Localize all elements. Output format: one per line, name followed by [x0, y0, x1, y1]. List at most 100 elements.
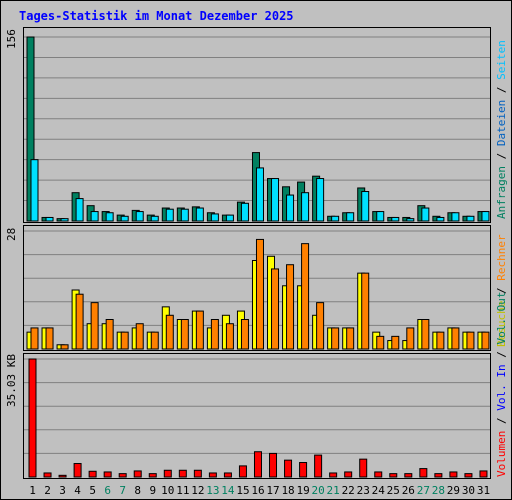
x-tick-label: 17 [266, 484, 279, 497]
0-dateien-bar [391, 216, 400, 222]
1-rechner-bar [481, 331, 490, 350]
x-tick-label: 28 [432, 484, 445, 497]
x-tick-label: 10 [161, 484, 174, 497]
2-volumen-bar [193, 469, 202, 478]
1-rechner-bar [165, 314, 174, 350]
1-rechner-bar [331, 327, 340, 350]
0-dateien-bar [286, 194, 295, 222]
x-tick-label: 8 [134, 484, 141, 497]
1-rechner-bar [376, 335, 385, 350]
0-dateien-bar [406, 218, 415, 222]
0-dateien-bar [45, 216, 54, 222]
x-tick-label: 31 [477, 484, 490, 497]
1-rechner-bar [120, 331, 129, 350]
2-volumen-bar [434, 473, 443, 478]
x-tick-label: 15 [236, 484, 249, 497]
2-volumen-bar [43, 472, 52, 478]
0-dateien-bar [135, 211, 144, 222]
0-dateien-bar [316, 178, 325, 222]
0-dateien-bar [451, 212, 460, 222]
0-dateien-bar [255, 167, 264, 222]
1-rechner-bar [421, 319, 430, 350]
x-tick-label: 24 [372, 484, 386, 497]
1-rechner-bar [255, 238, 264, 350]
1-rechner-bar [271, 268, 280, 350]
0-dateien-bar [120, 215, 129, 222]
2-volumen-bar [284, 459, 293, 478]
1-rechner-bar [150, 331, 159, 350]
x-tick-label: 9 [149, 484, 156, 497]
x-tick-label: 12 [191, 484, 204, 497]
x-tick-label: 7 [119, 484, 126, 497]
x-tick-label: 19 [296, 484, 309, 497]
2-volumen-bar [163, 469, 172, 478]
1-rechner-bar [195, 310, 204, 350]
0-dateien-bar [271, 178, 280, 222]
0-dateien-bar [225, 214, 234, 222]
2-volumen-bar [238, 465, 247, 478]
0-dateien-bar [60, 218, 69, 222]
2-volumen-bar [103, 471, 112, 478]
1-rechner-bar [240, 319, 249, 350]
x-tick-label: 1 [29, 484, 36, 497]
x-tick-label: 29 [447, 484, 460, 497]
2-volumen-bar [389, 473, 398, 478]
1-rechner-bar [406, 327, 415, 350]
x-tick-label: 26 [402, 484, 415, 497]
0-dateien-bar [361, 191, 370, 222]
0-dateien-bar [195, 207, 204, 222]
1-rechner-bar [210, 319, 219, 350]
2-volumen-bar [449, 471, 458, 478]
2-volumen-bar [344, 471, 353, 478]
x-tick-label: 23 [357, 484, 370, 497]
1-rechner-bar [301, 243, 310, 350]
0-dateien-bar [421, 207, 430, 222]
x-tick-label: 14 [221, 484, 235, 497]
1-rechner-bar [225, 323, 234, 350]
2-volumen-bar [73, 463, 82, 478]
2-volumen-bar [223, 472, 232, 478]
2-volumen-bar [464, 473, 473, 478]
1-rechner-bar [451, 327, 460, 350]
0-dateien-bar [466, 215, 475, 222]
x-tick-label: 16 [251, 484, 264, 497]
1-rechner-bar [90, 302, 99, 350]
0-dateien-bar [180, 208, 189, 222]
2-volumen-bar [58, 474, 67, 478]
0-dateien-bar [301, 192, 310, 222]
1-rechner-bar [75, 293, 84, 350]
x-tick-label: 11 [176, 484, 189, 497]
1-rechner-bar [286, 264, 295, 350]
chart-title: Tages-Statistik im Monat Dezember 2025 [19, 9, 294, 23]
0-dateien-bar [30, 159, 39, 222]
2-volumen-bar [133, 470, 142, 478]
1-rechner-bar [346, 327, 355, 350]
1-rechner-bar [180, 319, 189, 350]
2-volumen-bar [404, 473, 413, 478]
2-volumen-bar [178, 469, 187, 478]
2-volumen-bar [269, 452, 278, 478]
2-volumen-bar [359, 458, 368, 478]
2-volumen-bar [374, 471, 383, 478]
2-volumen-bar [148, 473, 157, 478]
0-dateien-bar [210, 213, 219, 222]
x-tick-label: 13 [206, 484, 219, 497]
x-tick-label: 22 [342, 484, 355, 497]
1-rechner-bar [316, 302, 325, 350]
1-rechner-bar [391, 335, 400, 350]
0-dateien-bar [481, 211, 490, 222]
1-rechner-bar [135, 323, 144, 350]
0-dateien-bar [105, 212, 114, 222]
1-rechner-bar [30, 327, 39, 350]
x-tick-label: 5 [89, 484, 96, 497]
x-tick-label: 18 [281, 484, 294, 497]
1-rechner-bar [60, 344, 69, 350]
1-rechner-bar [466, 331, 475, 350]
2-volumen-bar [253, 451, 262, 478]
x-tick-label: 6 [104, 484, 111, 497]
2-volumen-bar [118, 473, 127, 478]
2-volumen-bar [329, 472, 338, 478]
x-tick-label: 27 [417, 484, 430, 497]
